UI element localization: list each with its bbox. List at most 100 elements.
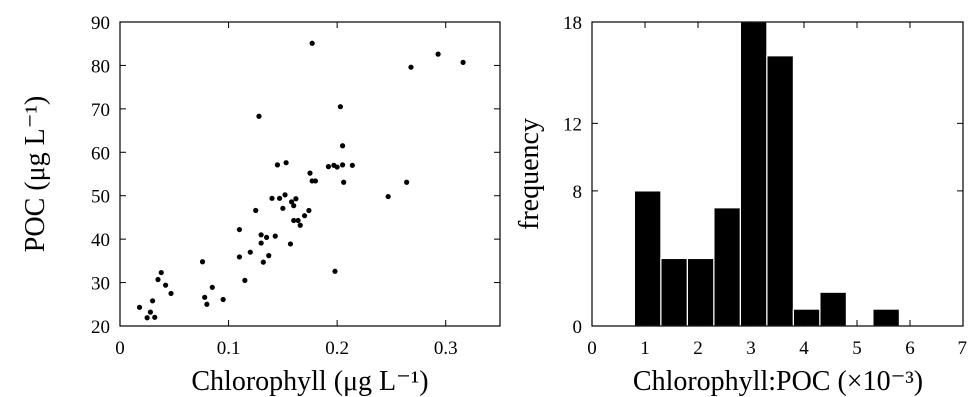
scatter-point: [220, 296, 226, 303]
histogram-x-tick-label: 2: [693, 338, 703, 359]
histogram-x-tick-label: 1: [640, 338, 650, 359]
histogram-y-axis-label: frequency: [514, 118, 545, 230]
scatter-point: [287, 241, 294, 247]
scatter-point: [247, 249, 253, 255]
histogram-y-tick-label: 18: [563, 13, 582, 34]
scatter-point: [293, 196, 299, 202]
scatter-point: [341, 179, 347, 185]
scatter-point: [152, 314, 158, 320]
scatter-point: [204, 301, 210, 307]
scatter-point: [269, 195, 275, 201]
scatter-point: [202, 294, 208, 300]
scatter-point: [301, 213, 308, 219]
scatter-point: [309, 40, 315, 46]
scatter-x-axis-label: Chlorophyll (μg L⁻¹): [191, 366, 428, 397]
scatter-point: [332, 268, 338, 274]
scatter-point: [149, 298, 156, 304]
scatter-point: [325, 164, 332, 170]
scatter-points: [136, 40, 466, 321]
histogram-y-ticks: 0 8 12 18: [563, 13, 963, 338]
scatter-point: [155, 276, 161, 283]
scatter-y-tick-label: 60: [91, 143, 110, 164]
scatter-point: [144, 315, 150, 321]
scatter-point: [158, 269, 164, 276]
histogram-bar: [660, 257, 689, 327]
scatter-y-tick-label: 40: [91, 230, 110, 251]
scatter-point: [435, 51, 441, 57]
scatter-point: [297, 222, 303, 228]
histogram-bar: [766, 55, 795, 327]
histogram-bars: [633, 21, 901, 327]
histogram-x-tick-label: 0: [587, 338, 597, 359]
scatter-point: [408, 64, 414, 70]
scatter-x-tick-label: 0: [115, 338, 125, 359]
scatter-point: [266, 253, 272, 259]
histogram-x-tick-label: 3: [746, 338, 756, 359]
scatter-x-ticks: 0 0.1 0.2 0.3: [115, 22, 458, 359]
scatter-point: [258, 240, 264, 246]
scatter-point: [339, 162, 346, 168]
scatter-point: [277, 195, 283, 201]
scatter-y-tick-label: 20: [91, 317, 110, 338]
histogram-bar: [872, 308, 901, 327]
histogram-y-tick-label: 0: [573, 317, 583, 338]
scatter-x-tick-label: 0.1: [217, 338, 241, 359]
scatter-point: [306, 207, 312, 214]
scatter-point: [147, 309, 153, 315]
scatter-point: [291, 203, 297, 209]
scatter-point: [272, 233, 278, 239]
scatter-point: [209, 284, 215, 290]
scatter-point: [136, 304, 143, 310]
scatter-point: [236, 254, 243, 260]
scatter-point: [163, 282, 169, 288]
histogram-y-tick-label: 8: [573, 182, 583, 203]
histogram-bar: [819, 291, 848, 327]
scatter-point: [337, 104, 343, 110]
histogram-plot-frame: [591, 21, 964, 327]
scatter-point: [263, 234, 270, 241]
scatter-y-tick-label: 80: [91, 56, 110, 77]
scatter-point: [282, 192, 288, 198]
scatter-x-tick-label: 0.3: [434, 338, 458, 359]
scatter-point: [312, 178, 319, 184]
histogram-bar: [792, 308, 821, 327]
scatter-y-tick-label: 50: [91, 187, 110, 208]
scatter-y-axis-label: POC (μg L⁻¹): [20, 96, 51, 252]
scatter-point: [288, 199, 295, 205]
scatter-point: [349, 162, 355, 168]
histogram-x-ticks: 0 1 2 3 4 5 6 7: [587, 22, 967, 359]
scatter-point: [334, 164, 340, 170]
histogram-x-tick-label: 4: [799, 338, 809, 359]
scatter-point: [339, 143, 346, 149]
histogram-x-tick-label: 6: [905, 338, 915, 359]
scatter-point: [295, 217, 301, 224]
scatter-point: [307, 170, 313, 176]
scatter-point: [460, 59, 466, 65]
scatter-point: [236, 226, 243, 233]
histogram-x-tick-label: 7: [958, 338, 968, 359]
scatter-point: [274, 162, 281, 168]
histogram-bar: [633, 190, 662, 327]
scatter-y-tick-label: 90: [91, 13, 110, 34]
histogram-x-tick-label: 5: [852, 338, 862, 359]
scatter-y-tick-label: 30: [91, 274, 110, 295]
histogram-bar: [739, 21, 768, 327]
histogram-bar: [713, 207, 742, 327]
scatter-point: [168, 290, 174, 297]
histogram-y-tick-label: 12: [563, 114, 582, 135]
histogram-x-axis-label: Chlorophyll:POC (×10⁻³): [633, 366, 923, 397]
scatter-point: [291, 217, 297, 224]
scatter-point: [258, 232, 264, 238]
scatter-y-tick-label: 70: [91, 100, 110, 121]
scatter-point: [242, 277, 248, 283]
scatter-point: [385, 193, 391, 200]
scatter-point: [253, 207, 259, 214]
scatter-x-tick-label: 0.2: [325, 338, 349, 359]
histogram-bar: [686, 257, 715, 327]
scatter-point: [280, 205, 286, 211]
scatter-point: [404, 179, 410, 185]
scatter-plot-frame: [119, 21, 501, 327]
scatter-point: [256, 113, 262, 119]
